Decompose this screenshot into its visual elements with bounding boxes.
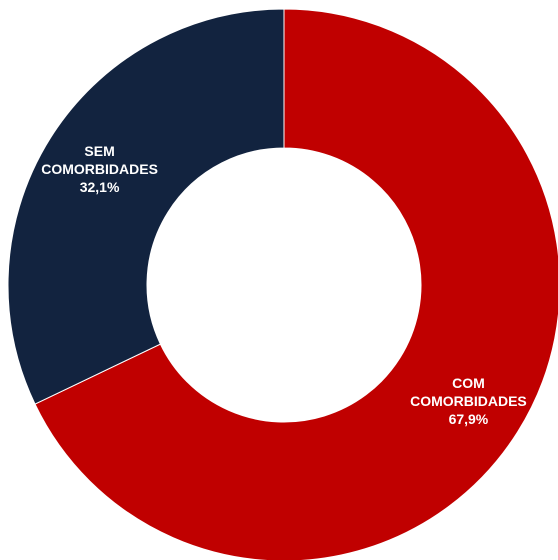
slice-category-label: COM: [452, 375, 485, 391]
slice-label-0: COM COMORBIDADES 67,9%: [410, 375, 527, 427]
slice-category-label: COMORBIDADES: [41, 161, 158, 177]
slice-value-label: 32,1%: [80, 179, 120, 195]
donut-labels: COM COMORBIDADES 67,9% SEM COMORBIDADES 32,1%: [41, 143, 527, 427]
donut-slice-0: [34, 8, 558, 560]
donut-slices: [7, 8, 558, 560]
slice-label-1: SEM COMORBIDADES 32,1%: [41, 143, 158, 195]
slice-category-label: SEM: [84, 143, 114, 159]
donut-slice-1: [7, 8, 285, 405]
slice-category-label: COMORBIDADES: [410, 393, 527, 409]
slice-value-label: 67,9%: [449, 411, 489, 427]
